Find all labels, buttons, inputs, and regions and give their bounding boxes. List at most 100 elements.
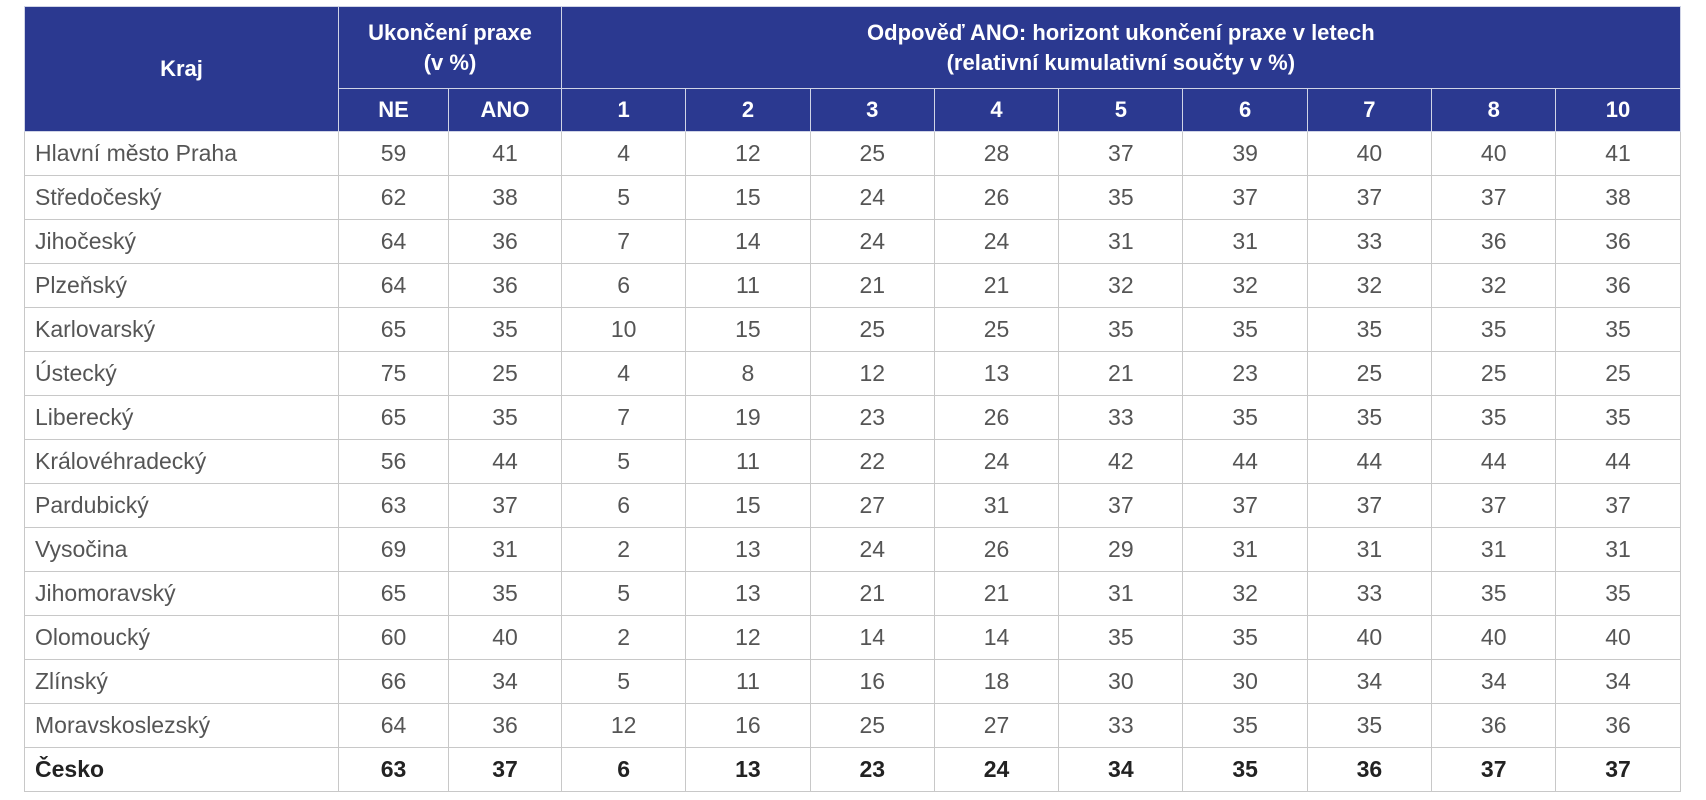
- value-cell: 36: [1306, 747, 1433, 792]
- region-cell: Hlavní město Praha: [24, 131, 339, 176]
- region-cell: Liberecký: [24, 395, 339, 440]
- value-cell: 37: [1182, 175, 1308, 220]
- value-cell: 44: [1555, 439, 1681, 484]
- region-cell: Pardubický: [24, 483, 339, 528]
- value-cell: 5: [560, 439, 687, 484]
- value-cell: 35: [1306, 703, 1433, 748]
- value-cell: 24: [809, 175, 935, 220]
- value-cell: 13: [933, 351, 1060, 396]
- value-cell: 24: [809, 219, 935, 264]
- value-cell: 5: [560, 175, 687, 220]
- region-cell: Moravskoslezský: [24, 703, 339, 748]
- value-cell: 34: [1431, 659, 1557, 704]
- value-cell: 23: [809, 395, 935, 440]
- value-cell: 39: [1182, 131, 1308, 176]
- header-line: (v %): [423, 49, 477, 75]
- value-cell: 36: [448, 263, 562, 308]
- value-cell: 37: [1431, 483, 1557, 528]
- value-cell: 24: [933, 439, 1060, 484]
- value-cell: 26: [933, 175, 1060, 220]
- region-cell: Česko: [24, 747, 339, 792]
- table-row: Ústecký 75 25 4 8 12 13 21 23 25 25 25: [24, 351, 1681, 396]
- table-row: Česko 63 37 6 13 23 24 34 35 36 37 37: [24, 747, 1681, 792]
- value-cell: 34: [1306, 659, 1433, 704]
- value-cell: 35: [1182, 747, 1308, 792]
- value-cell: 15: [685, 307, 811, 352]
- value-cell: 44: [1182, 439, 1308, 484]
- value-cell: 69: [338, 527, 449, 572]
- value-cell: 35: [448, 307, 562, 352]
- value-cell: 64: [338, 263, 449, 308]
- value-cell: 6: [560, 747, 687, 792]
- value-cell: 6: [560, 483, 687, 528]
- value-cell: 33: [1058, 395, 1184, 440]
- table-row: Plzeňský 64 36 6 11 21 21 32 32 32 32 36: [24, 263, 1681, 308]
- region-cell: Vysočina: [24, 527, 339, 572]
- value-cell: 37: [1306, 175, 1433, 220]
- value-cell: 25: [448, 351, 562, 396]
- value-cell: 32: [1058, 263, 1184, 308]
- header-cell: 3: [809, 88, 935, 132]
- value-cell: 64: [338, 219, 449, 264]
- table-row: Vysočina 69 31 2 13 24 26 29 31 31 31 31: [24, 527, 1681, 572]
- value-cell: 7: [560, 395, 687, 440]
- value-cell: 14: [933, 615, 1060, 660]
- value-cell: 5: [560, 571, 687, 616]
- value-cell: 15: [685, 483, 811, 528]
- header-cell: Kraj: [24, 6, 339, 132]
- value-cell: 2: [560, 527, 687, 572]
- value-cell: 35: [1182, 307, 1308, 352]
- value-cell: 32: [1431, 263, 1557, 308]
- region-cell: Středočeský: [24, 175, 339, 220]
- value-cell: 21: [809, 571, 935, 616]
- value-cell: 36: [1431, 219, 1557, 264]
- value-cell: 14: [685, 219, 811, 264]
- header-cell: Odpověď ANO: horizont ukončení praxe v l…: [561, 6, 1681, 89]
- value-cell: 35: [1555, 395, 1681, 440]
- value-cell: 35: [1431, 395, 1557, 440]
- value-cell: 33: [1058, 703, 1184, 748]
- value-cell: 36: [448, 703, 562, 748]
- region-cell: Olomoucký: [24, 615, 339, 660]
- value-cell: 35: [1306, 307, 1433, 352]
- region-cell: Královéhradecký: [24, 439, 339, 484]
- value-cell: 64: [338, 703, 449, 748]
- value-cell: 63: [338, 747, 449, 792]
- value-cell: 16: [809, 659, 935, 704]
- table-row: Moravskoslezský 64 36 12 16 25 27 33 35 35 36 36: [24, 703, 1681, 748]
- value-cell: 36: [448, 219, 562, 264]
- value-cell: 14: [809, 615, 935, 660]
- value-cell: 25: [809, 703, 935, 748]
- value-cell: 37: [1182, 483, 1308, 528]
- value-cell: 25: [1431, 351, 1557, 396]
- value-cell: 44: [448, 439, 562, 484]
- value-cell: 26: [933, 395, 1060, 440]
- value-cell: 31: [1431, 527, 1557, 572]
- value-cell: 25: [809, 307, 935, 352]
- value-cell: 11: [685, 439, 811, 484]
- value-cell: 31: [448, 527, 562, 572]
- value-cell: 40: [1431, 131, 1557, 176]
- value-cell: 21: [933, 571, 1060, 616]
- value-cell: 35: [1431, 571, 1557, 616]
- value-cell: 38: [1555, 175, 1681, 220]
- value-cell: 4: [560, 131, 687, 176]
- value-cell: 56: [338, 439, 449, 484]
- value-cell: 21: [933, 263, 1060, 308]
- region-cell: Jihočeský: [24, 219, 339, 264]
- value-cell: 19: [685, 395, 811, 440]
- value-cell: 24: [933, 219, 1060, 264]
- header-cell: 4: [933, 88, 1060, 132]
- value-cell: 15: [685, 175, 811, 220]
- value-cell: 31: [1555, 527, 1681, 572]
- header-cell: 7: [1306, 88, 1433, 132]
- value-cell: 35: [1555, 307, 1681, 352]
- header-cell: 1: [560, 88, 687, 132]
- value-cell: 31: [1058, 571, 1184, 616]
- value-cell: 4: [560, 351, 687, 396]
- region-cell: Karlovarský: [24, 307, 339, 352]
- value-cell: 40: [448, 615, 562, 660]
- value-cell: 24: [933, 747, 1060, 792]
- value-cell: 41: [1555, 131, 1681, 176]
- value-cell: 31: [933, 483, 1060, 528]
